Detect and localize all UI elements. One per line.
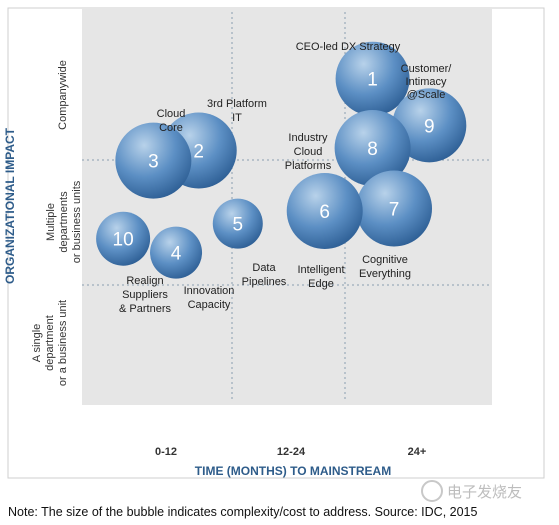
svg-text:IT: IT [232, 112, 242, 124]
svg-text:Multiple: Multiple [45, 203, 57, 241]
svg-text:Cloud: Cloud [294, 146, 323, 158]
svg-text:Capacity: Capacity [188, 299, 231, 311]
svg-text:Everything: Everything [359, 268, 411, 280]
bubble-1 [335, 41, 410, 116]
bubble-number-2: 2 [193, 142, 204, 163]
svg-text:Cognitive: Cognitive [362, 254, 408, 266]
x-axis-title: TIME (MONTHS) TO MAINSTREAM [195, 464, 391, 478]
bubble-4 [150, 226, 203, 279]
svg-text:A single: A single [31, 324, 43, 363]
svg-text:or a business unit: or a business unit [57, 300, 69, 386]
svg-text:Cloud: Cloud [157, 108, 186, 120]
label-10: Realign Suppliers & Partners [119, 275, 171, 315]
bubble-7 [356, 170, 433, 247]
svg-text:3rd Platform: 3rd Platform [207, 98, 267, 110]
svg-text:Realign: Realign [126, 275, 163, 287]
svg-text:@Scale: @Scale [407, 89, 446, 101]
label-5: Data Pipelines [242, 262, 287, 288]
bubble-number-5: 5 [232, 215, 243, 236]
svg-text:Intimacy: Intimacy [406, 76, 447, 88]
bubble-number-6: 6 [319, 202, 330, 223]
svg-text:& Partners: & Partners [119, 303, 171, 315]
label-3: Cloud Core [157, 108, 186, 134]
y-axis-title: ORGANIZATIONAL IMPACT [3, 127, 17, 284]
label-9: Customer/ Intimacy @Scale [401, 63, 453, 101]
y-band-mid: Multiple departments or business units [45, 180, 83, 263]
y-band-top: Companywide [57, 60, 69, 130]
svg-text:电子发烧友: 电子发烧友 [447, 483, 522, 501]
svg-text:departments: departments [58, 191, 70, 253]
bubble-5 [212, 198, 263, 249]
x-tick-2: 24+ [408, 446, 427, 458]
bubble-number-10: 10 [113, 230, 134, 251]
svg-text:department: department [44, 315, 56, 371]
svg-text:Pipelines: Pipelines [242, 276, 287, 288]
bubble-10 [96, 211, 151, 266]
bubble-number-3: 3 [148, 152, 159, 173]
bubbles: 1 9 8 2 3 7 6 5 10 4 [96, 41, 467, 279]
bubble-number-4: 4 [171, 244, 182, 265]
label-7: Cognitive Everything [359, 254, 411, 280]
svg-text:Edge: Edge [308, 278, 334, 290]
svg-text:Intelligent: Intelligent [297, 264, 344, 276]
x-tick-0: 0-12 [155, 446, 177, 458]
svg-text:Core: Core [159, 122, 183, 134]
svg-text:Industry: Industry [288, 132, 328, 144]
x-tick-1: 12-24 [277, 446, 306, 458]
label-2: 3rd Platform IT [207, 98, 267, 124]
bubble-number-7: 7 [389, 199, 400, 220]
svg-text:Customer/: Customer/ [401, 63, 453, 75]
label-1: CEO-led DX Strategy [296, 41, 401, 53]
bubble-3 [115, 122, 192, 199]
label-8: Industry Cloud Platforms [285, 132, 332, 172]
svg-text:Platforms: Platforms [285, 160, 332, 172]
svg-text:Data: Data [252, 262, 276, 274]
bubble-labels: CEO-led DX Strategy Customer/ Intimacy @… [119, 41, 452, 315]
bubble-number-8: 8 [367, 139, 378, 160]
bubble-number-9: 9 [424, 116, 435, 137]
bubble-8 [334, 110, 411, 186]
watermark: 电子发烧友 [421, 480, 522, 502]
label-6: Intelligent Edge [297, 264, 344, 290]
svg-text:or business units: or business units [71, 180, 83, 263]
svg-text:Suppliers: Suppliers [122, 289, 168, 301]
footnote: Note: The size of the bubble indicates c… [8, 505, 478, 519]
bubble-9 [392, 88, 467, 163]
svg-text:Innovation: Innovation [184, 285, 235, 297]
label-4: Innovation Capacity [184, 285, 235, 311]
watermark-logo-icon [421, 480, 443, 502]
y-band-bot: A single department or a business unit [31, 300, 69, 386]
bubble-6 [286, 173, 363, 249]
bubble-number-1: 1 [367, 70, 378, 91]
